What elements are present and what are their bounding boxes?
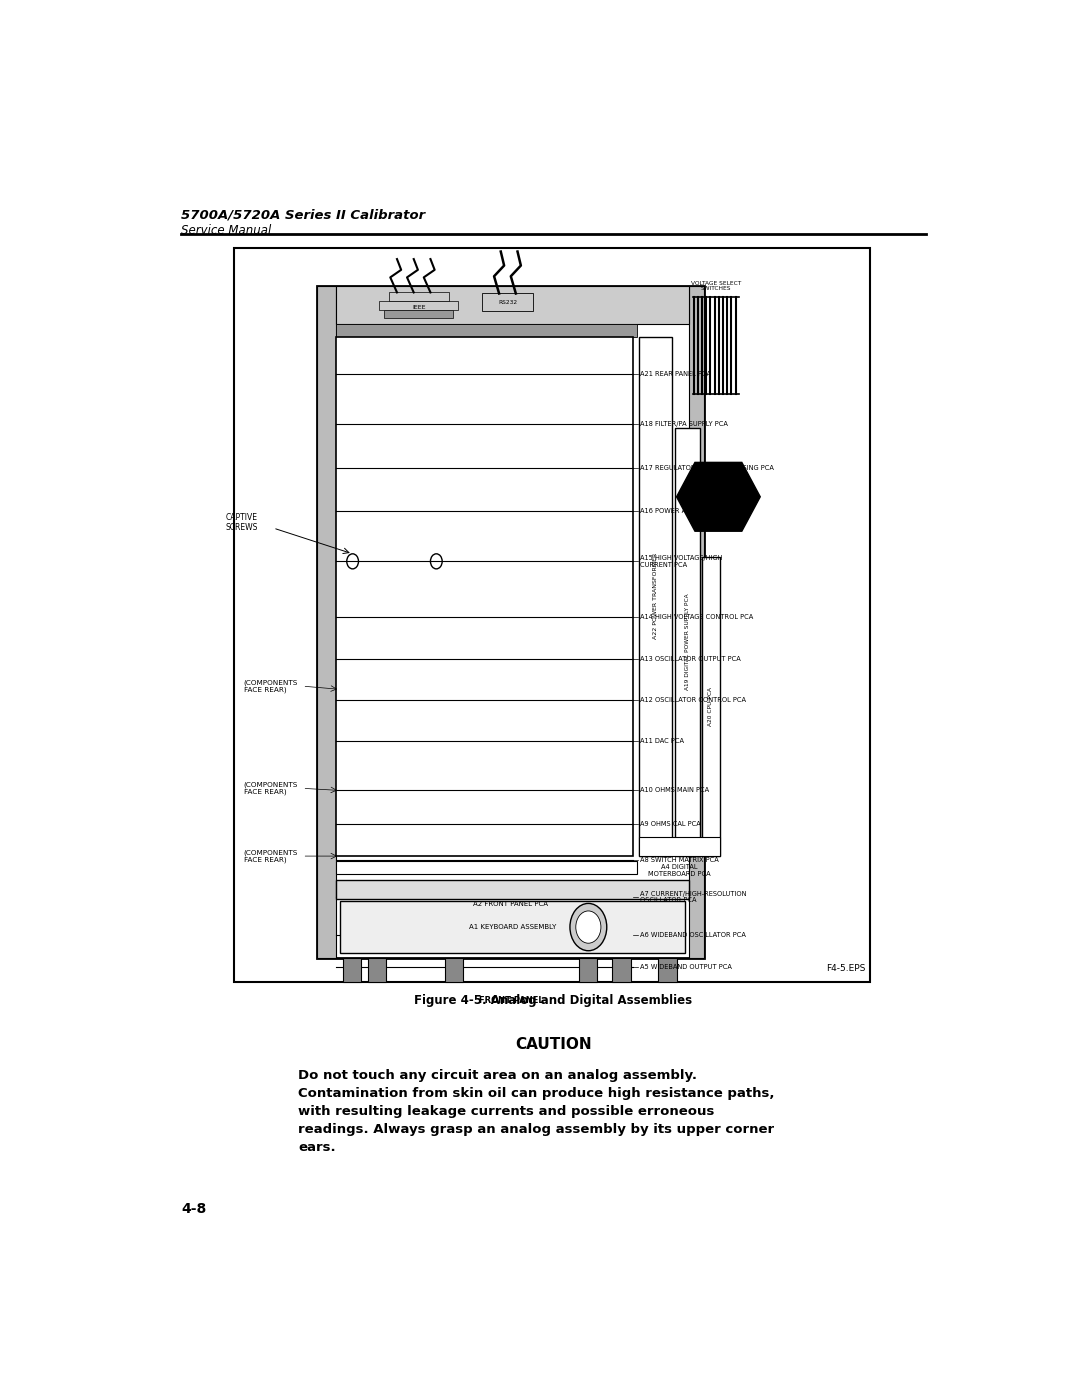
FancyBboxPatch shape (340, 901, 685, 953)
Text: A19 DIGITAL POWER SUPPLY PCA: A19 DIGITAL POWER SUPPLY PCA (685, 594, 690, 690)
FancyBboxPatch shape (336, 862, 637, 875)
Text: F4-5.EPS: F4-5.EPS (826, 964, 866, 974)
FancyBboxPatch shape (336, 880, 689, 900)
Text: A14 HIGH VOLTAGE CONTROL PCA: A14 HIGH VOLTAGE CONTROL PCA (639, 615, 753, 620)
Text: A12 OSCILLATOR CONTROL PCA: A12 OSCILLATOR CONTROL PCA (639, 697, 745, 703)
Text: (COMPONENTS
FACE REAR): (COMPONENTS FACE REAR) (244, 679, 298, 693)
FancyBboxPatch shape (233, 249, 869, 982)
Text: A15 HIGH VOLTAGE/HIGH
CURRENT PCA: A15 HIGH VOLTAGE/HIGH CURRENT PCA (639, 555, 723, 567)
Text: CAPTIVE
SCREWS: CAPTIVE SCREWS (226, 513, 258, 532)
Text: RS232: RS232 (498, 299, 517, 305)
Text: 5700A/5720A Series II Calibrator: 5700A/5720A Series II Calibrator (181, 208, 426, 222)
FancyBboxPatch shape (639, 337, 673, 856)
FancyBboxPatch shape (579, 958, 597, 982)
Text: IEEE: IEEE (411, 305, 426, 310)
FancyBboxPatch shape (702, 557, 720, 856)
FancyBboxPatch shape (675, 427, 700, 856)
Text: A9 OHMS CAL PCA: A9 OHMS CAL PCA (639, 821, 701, 827)
FancyBboxPatch shape (483, 293, 532, 310)
FancyBboxPatch shape (639, 837, 720, 856)
FancyBboxPatch shape (342, 958, 361, 982)
Text: (COMPONENTS
FACE REAR): (COMPONENTS FACE REAR) (244, 849, 298, 863)
FancyBboxPatch shape (318, 286, 704, 958)
Polygon shape (676, 462, 760, 531)
FancyBboxPatch shape (445, 958, 463, 982)
FancyBboxPatch shape (658, 958, 676, 982)
Text: Service Manual: Service Manual (181, 224, 271, 236)
Text: A11 DAC PCA: A11 DAC PCA (639, 738, 684, 745)
Text: Figure 4-5. Analog and Digital Assemblies: Figure 4-5. Analog and Digital Assemblie… (415, 993, 692, 1007)
Text: A1 KEYBOARD ASSEMBLY: A1 KEYBOARD ASSEMBLY (469, 923, 556, 930)
FancyBboxPatch shape (336, 324, 637, 337)
Text: A16 POWER AMPLIFIER PCA: A16 POWER AMPLIFIER PCA (639, 507, 730, 514)
FancyBboxPatch shape (379, 300, 458, 310)
Circle shape (576, 911, 600, 943)
FancyBboxPatch shape (612, 958, 631, 982)
Text: FRONT PANEL: FRONT PANEL (478, 996, 543, 1004)
Polygon shape (311, 958, 347, 982)
Text: VOLTAGE SELECT
SWITCHES: VOLTAGE SELECT SWITCHES (691, 281, 742, 292)
Text: A22 POWER TRANSFORMER: A22 POWER TRANSFORMER (653, 553, 658, 640)
Text: A4 DIGITAL
MOTERBOARD PCA: A4 DIGITAL MOTERBOARD PCA (648, 863, 711, 876)
FancyBboxPatch shape (689, 286, 704, 958)
FancyBboxPatch shape (389, 292, 449, 300)
Text: A20 CPU PCA: A20 CPU PCA (708, 687, 714, 726)
Text: A10 OHMS MAIN PCA: A10 OHMS MAIN PCA (639, 788, 708, 793)
Text: A7 CURRENT/HIGH-RESOLUTION
OSCILLATOR PCA: A7 CURRENT/HIGH-RESOLUTION OSCILLATOR PC… (639, 890, 746, 904)
FancyBboxPatch shape (336, 286, 689, 324)
FancyBboxPatch shape (336, 337, 633, 856)
Text: 4-8: 4-8 (181, 1203, 206, 1217)
Text: A13 OSCILLATOR OUTPUT PCA: A13 OSCILLATOR OUTPUT PCA (639, 657, 741, 662)
Polygon shape (675, 958, 711, 982)
Text: A5 WIDEBAND OUTPUT PCA: A5 WIDEBAND OUTPUT PCA (639, 964, 731, 970)
Text: (COMPONENTS
FACE REAR): (COMPONENTS FACE REAR) (244, 781, 298, 795)
Text: A21 REAR PANEL PCA: A21 REAR PANEL PCA (639, 372, 711, 377)
FancyBboxPatch shape (318, 286, 336, 958)
Circle shape (570, 904, 607, 951)
FancyBboxPatch shape (367, 958, 387, 982)
FancyBboxPatch shape (384, 310, 454, 319)
Text: A2 FRONT PANEL PCA: A2 FRONT PANEL PCA (473, 901, 549, 908)
Text: CAUTION: CAUTION (515, 1037, 592, 1052)
Text: A18 FILTER/PA SUPPLY PCA: A18 FILTER/PA SUPPLY PCA (639, 420, 728, 426)
Text: A8 SWITCH MATRIX PCA: A8 SWITCH MATRIX PCA (639, 858, 718, 863)
Text: A17 REGULATOR/GUARD CROSSING PCA: A17 REGULATOR/GUARD CROSSING PCA (639, 465, 773, 471)
Text: Do not touch any circuit area on an analog assembly.
Contamination from skin oil: Do not touch any circuit area on an anal… (298, 1069, 774, 1154)
Text: A6 WIDEBAND OSCILLATOR PCA: A6 WIDEBAND OSCILLATOR PCA (639, 932, 745, 937)
